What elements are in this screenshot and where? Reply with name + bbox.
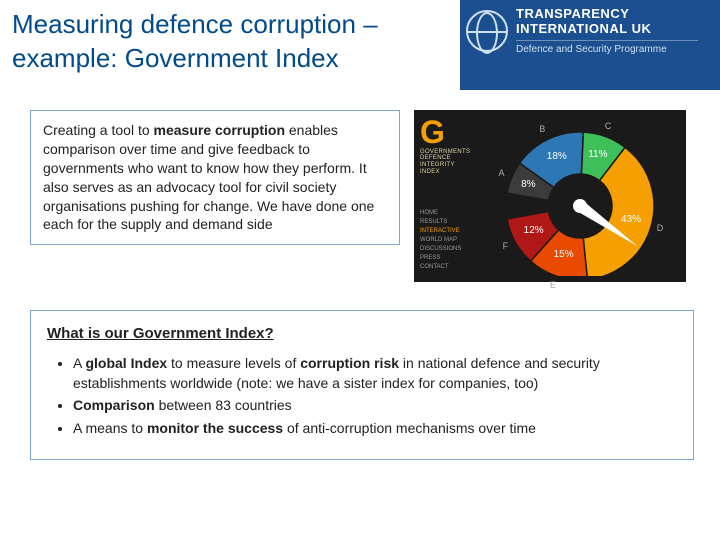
segment-band-label: D [657, 223, 664, 233]
list-item: A means to monitor the success of anti-c… [73, 419, 677, 439]
chart-g-label: GOVERNMENTS DEFENCE INTEGRITY INDEX [420, 149, 470, 175]
segment-band-label: A [499, 168, 505, 178]
chart-menu-item: DISCUSSIONS [420, 245, 461, 254]
logo-line2: INTERNATIONAL UK [516, 21, 651, 36]
segment-pct-label: 18% [547, 151, 567, 162]
lower-box: What is our Government Index? A global I… [30, 310, 694, 460]
chart-g-letter: G [420, 118, 470, 147]
page-title: Measuring defence corruption – example: … [12, 8, 448, 76]
segment-pct-label: 12% [524, 225, 544, 236]
segment-pct-label: 8% [521, 179, 535, 190]
logo: TRANSPARENCY INTERNATIONAL UK Defence an… [466, 6, 706, 82]
logo-sub: Defence and Security Programme [516, 40, 698, 55]
chart-menu-item: HOME [420, 209, 461, 218]
logo-text: TRANSPARENCY INTERNATIONAL UK Defence an… [516, 6, 698, 55]
intro-box: Creating a tool to measure corruption en… [30, 110, 400, 245]
globe-icon [466, 10, 508, 52]
logo-line1: TRANSPARENCY [516, 6, 629, 21]
chart-menu: HOMERESULTSINTERACTIVEWORLD MAPDISCUSSIO… [420, 209, 461, 272]
intro-text: Creating a tool to measure corruption en… [43, 122, 374, 232]
chart-menu-item: WORLD MAP [420, 236, 461, 245]
segment-band-label: E [550, 280, 556, 290]
segment-pct-label: 15% [554, 249, 574, 260]
list-item: A global Index to measure levels of corr… [73, 354, 677, 393]
segment-band-label: C [605, 121, 612, 131]
segment-band-label: F [503, 241, 509, 251]
chart-menu-item: RESULTS [420, 218, 461, 227]
content-area: Creating a tool to measure corruption en… [30, 110, 694, 460]
gauge-needle-cap [573, 199, 587, 213]
bullet-list: A global Index to measure levels of corr… [47, 354, 677, 438]
chart-badge: G GOVERNMENTS DEFENCE INTEGRITY INDEX [420, 118, 470, 175]
segment-pct-label: 43% [621, 214, 641, 225]
chart-menu-item: INTERACTIVE [420, 227, 461, 236]
intro-row: Creating a tool to measure corruption en… [30, 110, 694, 282]
segment-band-label: B [539, 124, 545, 134]
gauge: 8%A18%B11%C43%D15%E12%F [480, 118, 680, 276]
list-item: Comparison between 83 countries [73, 396, 677, 416]
segment-pct-label: 11% [588, 149, 607, 160]
chart-menu-item: PRESS [420, 254, 461, 263]
gauge-chart: G GOVERNMENTS DEFENCE INTEGRITY INDEX HO… [414, 110, 686, 282]
lower-heading: What is our Government Index? [47, 325, 677, 342]
chart-menu-item: CONTACT [420, 263, 461, 272]
title-container: Measuring defence corruption – example: … [0, 0, 460, 90]
